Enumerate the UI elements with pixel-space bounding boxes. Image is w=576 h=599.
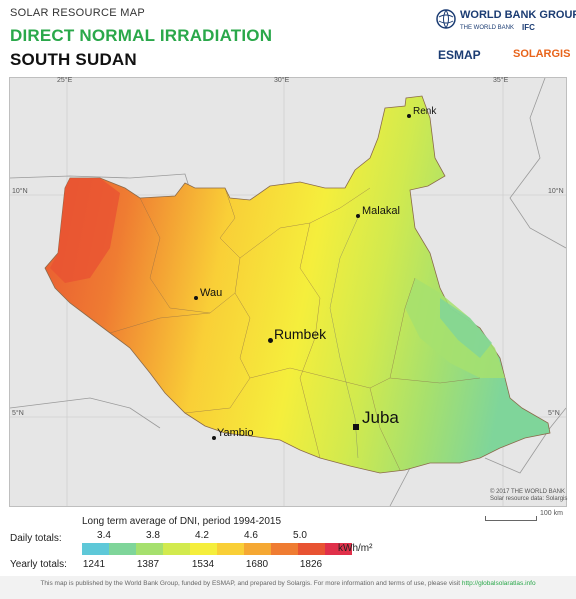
- map-title: DIRECT NORMAL IRRADIATION: [10, 26, 273, 45]
- legend-yearly-value: 1387: [136, 559, 160, 570]
- legend-title: Long term average of DNI, period 1994-20…: [82, 516, 282, 527]
- city-marker-yambio: [212, 436, 216, 440]
- legend-daily-value: 3.4: [97, 530, 111, 541]
- legend-yearly-value: 1680: [245, 559, 269, 570]
- solargis-logo: SOLARGIS: [513, 48, 571, 60]
- coord-lon-30: 30°E: [274, 77, 290, 84]
- legend-daily-value: 5.0: [293, 530, 307, 541]
- legend-color-swatch: [136, 543, 163, 555]
- world-bank-group-logo: WORLD BANK GROUP THE WORLD BANK IFC: [436, 7, 576, 37]
- city-label-malakal: Malakal: [362, 205, 400, 217]
- map-frame: 25°E 30°E 35°E 10°N 10°N 5°N 5°N Renk Ma…: [9, 77, 567, 507]
- dni-map: [10, 78, 566, 506]
- city-marker-wau: [194, 296, 198, 300]
- copyright-line-1: © 2017 THE WORLD BANK: [490, 489, 565, 495]
- copyright-line-2: Solar resource data: Solargis: [490, 496, 568, 502]
- legend-color-swatch: [109, 543, 136, 555]
- coord-lat-10-left: 10°N: [12, 188, 28, 195]
- scale-label: 100 km: [540, 510, 563, 517]
- footer-text: This map is published by the World Bank …: [40, 580, 461, 587]
- legend-color-swatch: [190, 543, 217, 555]
- legend-daily-value: 4.6: [244, 530, 258, 541]
- city-label-renk: Renk: [413, 106, 437, 117]
- legend-yearly-label: Yearly totals:: [10, 559, 67, 570]
- coord-lon-25: 25°E: [57, 77, 73, 84]
- legend-daily-label: Daily totals:: [10, 533, 62, 544]
- legend-color-swatch: [325, 543, 352, 555]
- lowest-dni-zone: [440, 298, 492, 358]
- legend-yearly-value: 1241: [82, 559, 106, 570]
- legend-daily-value: 3.8: [146, 530, 160, 541]
- city-marker-juba: [353, 424, 359, 430]
- ifc-text: IFC: [522, 23, 535, 32]
- legend-color-swatch: [271, 543, 298, 555]
- footer: This map is published by the World Bank …: [0, 576, 576, 599]
- city-marker-renk: [407, 114, 411, 118]
- map-kicker: SOLAR RESOURCE MAP: [10, 7, 145, 19]
- legend-color-swatch: [82, 543, 109, 555]
- legend-yearly-value: 1826: [299, 559, 323, 570]
- legend-color-bar: [82, 543, 352, 555]
- neighbour-borders: [10, 78, 566, 506]
- legend-color-swatch: [298, 543, 325, 555]
- footer-link[interactable]: http://globalsolaratlas.info: [461, 580, 536, 587]
- state-borders: [109, 187, 481, 471]
- legend-color-swatch: [163, 543, 190, 555]
- map-copyright: © 2017 THE WORLD BANK Solar resource dat…: [490, 489, 567, 503]
- legend-daily-value: 4.2: [195, 530, 209, 541]
- city-marker-rumbek: [268, 338, 273, 343]
- city-label-yambio: Yambio: [217, 427, 254, 439]
- south-sudan-shape: [44, 95, 551, 474]
- esmap-logo: ESMAP: [438, 48, 481, 62]
- coord-lat-5-right: 5°N: [548, 410, 560, 417]
- city-label-wau: Wau: [200, 287, 223, 299]
- coord-lat-10-right: 10°N: [548, 188, 564, 195]
- legend-color-swatch: [217, 543, 244, 555]
- world-bank-group-text: WORLD BANK GROUP: [460, 9, 576, 21]
- city-marker-malakal: [356, 214, 360, 218]
- city-label-juba: Juba: [362, 408, 399, 427]
- scale-bar: [485, 516, 537, 521]
- globe-icon: [436, 9, 456, 29]
- legend-unit: kWh/m²: [338, 543, 373, 554]
- legend-yearly-value: 1534: [191, 559, 215, 570]
- coord-lon-35: 35°E: [493, 77, 509, 84]
- high-dni-zone: [50, 178, 120, 283]
- coord-lat-5-left: 5°N: [12, 410, 24, 417]
- country-name: SOUTH SUDAN: [10, 50, 137, 69]
- legend-color-swatch: [244, 543, 271, 555]
- world-bank-text: THE WORLD BANK: [460, 25, 515, 31]
- city-label-rumbek: Rumbek: [274, 326, 327, 342]
